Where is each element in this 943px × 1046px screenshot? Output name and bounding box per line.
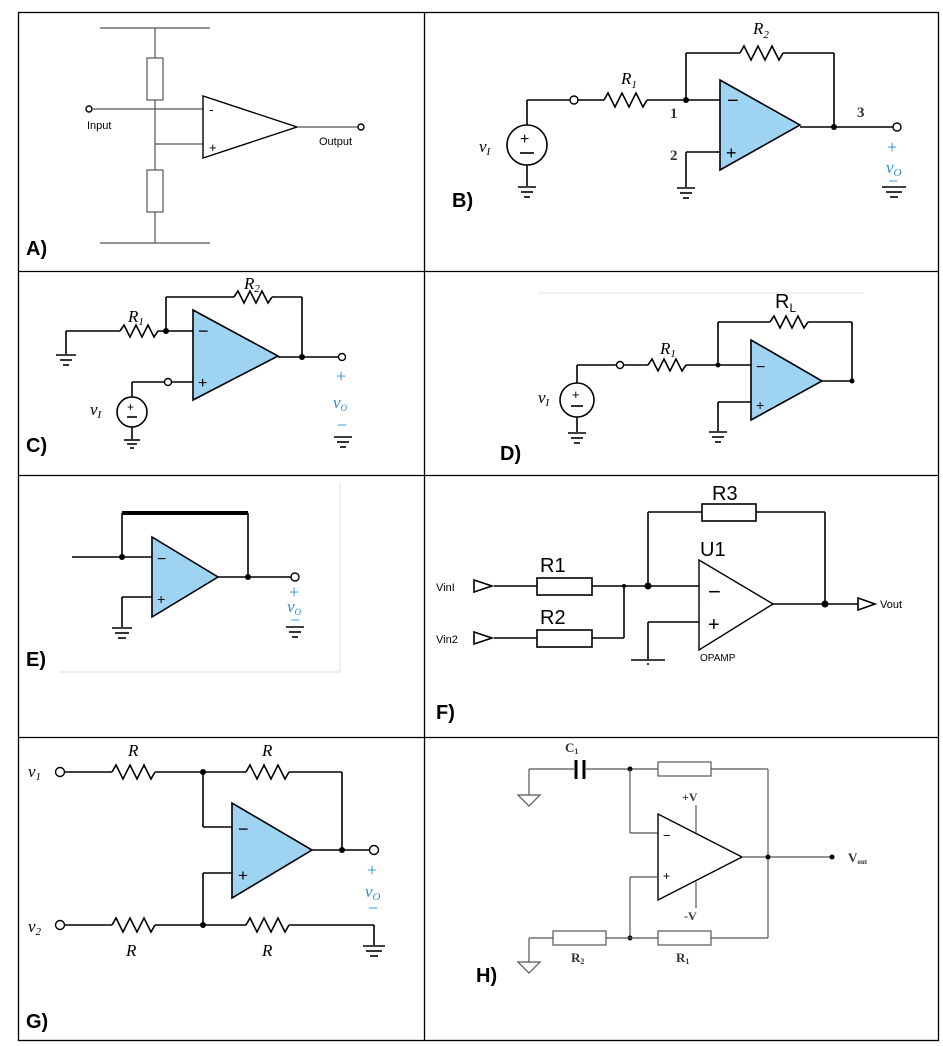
plus-sign: +: [209, 140, 217, 155]
svg-text:−: −: [157, 551, 166, 568]
opamp-a: [202, 95, 300, 159]
vin1-label: VinI: [436, 582, 455, 594]
svg-text:vO: vO: [886, 158, 902, 179]
input-terminal: [85, 105, 93, 113]
svg-text:vO: vO: [333, 393, 348, 413]
opamp-h: [657, 812, 744, 902]
svg-text:+: +: [157, 591, 165, 607]
panel-e-circuit: − + + vO − E): [26, 483, 341, 673]
svg-text:vI: vI: [479, 137, 492, 158]
svg-text:−: −: [337, 415, 347, 435]
plus-sign: +: [726, 143, 737, 163]
input-label: Input: [87, 120, 111, 132]
svg-text:+: +: [572, 387, 580, 402]
svg-text:+: +: [367, 860, 377, 880]
panel-h-label: H): [476, 965, 497, 987]
panel-d-label: D): [500, 443, 521, 465]
svg-text:+: +: [198, 375, 207, 392]
r1-label: R1: [540, 555, 566, 577]
svg-text:−: −: [368, 898, 378, 918]
vin2-label: Vin2: [436, 634, 458, 646]
svg-text:vO: vO: [287, 597, 302, 617]
svg-text:v2: v2: [28, 917, 42, 938]
svg-text:R: R: [261, 941, 273, 960]
svg-text:+: +: [756, 397, 764, 413]
svg-text:R1: R1: [620, 69, 637, 91]
panel-a-circuit: Input Output - + A): [26, 27, 365, 260]
panel-c-label: C): [26, 435, 47, 457]
svg-text:+: +: [238, 866, 248, 885]
panel-e-label: E): [26, 649, 46, 671]
svg-text:+: +: [127, 400, 134, 414]
panel-a-label: A): [26, 238, 47, 260]
svg-text:R1: R1: [127, 307, 144, 328]
panel-c-circuit: + − + R2 R1 vI + vO − C): [26, 274, 352, 457]
svg-text:R1: R1: [676, 950, 689, 966]
svg-text:v1: v1: [28, 762, 41, 783]
svg-text:RL: RL: [775, 291, 796, 315]
panel-b-circuit: + − + R2 R1 1 2 3 vI + vO − B): [452, 19, 906, 212]
svg-text:−: −: [198, 321, 209, 341]
panel-f-circuit: − + R3 U1 R1 R2 VinI Vin2 Vout OPAMP F): [436, 483, 902, 724]
svg-text:+: +: [289, 582, 299, 602]
output-label: Output: [319, 136, 352, 148]
panel-h-circuit: − + C1 +V -V Vout R2 R1 H): [476, 740, 868, 987]
svg-text:R2: R2: [571, 950, 584, 966]
panel-g-label: G): [26, 1011, 48, 1033]
svg-text:+: +: [708, 614, 720, 636]
svg-text:vI: vI: [90, 400, 103, 421]
output-terminal: [357, 123, 365, 131]
opamp-e: [151, 535, 220, 619]
svg-text:R1: R1: [659, 339, 676, 360]
opamp-d: [750, 338, 824, 422]
svg-text:R: R: [127, 741, 139, 760]
svg-text:+: +: [336, 366, 346, 386]
svg-text:+: +: [520, 131, 529, 148]
panel-b-label: B): [452, 190, 473, 212]
opamp-c: [192, 308, 280, 402]
svg-text:−: −: [238, 819, 249, 839]
svg-text:−: −: [708, 579, 721, 604]
panel-f-label: F): [436, 702, 455, 724]
svg-text:−: −: [756, 359, 765, 376]
svg-text:1: 1: [670, 106, 678, 122]
svg-text:3: 3: [857, 105, 865, 121]
minus-sign: -: [209, 101, 214, 117]
svg-text:+V: +V: [682, 790, 698, 804]
minus-sign: −: [727, 90, 739, 112]
panel-d-circuit: + − + RL R1 vI D): [500, 291, 864, 465]
svg-text:vI: vI: [538, 388, 551, 409]
r2-label: R2: [540, 607, 566, 629]
svg-text:−: −: [888, 171, 898, 191]
svg-text:R: R: [125, 941, 137, 960]
table-grid: [17, 11, 940, 1042]
svg-text:−: −: [663, 828, 671, 843]
opamp-g: [231, 801, 314, 900]
svg-text:vO: vO: [365, 882, 381, 903]
svg-text:-V: -V: [684, 909, 697, 923]
svg-text:+: +: [663, 869, 670, 883]
svg-text:+: +: [887, 137, 897, 157]
svg-text:R: R: [261, 741, 273, 760]
svg-text:Vout: Vout: [848, 850, 868, 866]
panel-g-circuit: − + R R R R v1 v2 + vO − G): [26, 741, 385, 1033]
svg-text:C1: C1: [565, 740, 578, 756]
u1-label: U1: [700, 539, 726, 561]
vout-label: Vout: [880, 599, 902, 611]
opamp-b: [719, 78, 802, 172]
r3-label: R3: [712, 483, 738, 505]
opamp-f: [698, 558, 775, 652]
svg-text:−: −: [290, 610, 300, 630]
svg-text:R2: R2: [243, 274, 260, 295]
svg-text:2: 2: [670, 148, 678, 164]
opamp-label: OPAMP: [700, 653, 736, 664]
svg-text:R2: R2: [752, 19, 769, 41]
